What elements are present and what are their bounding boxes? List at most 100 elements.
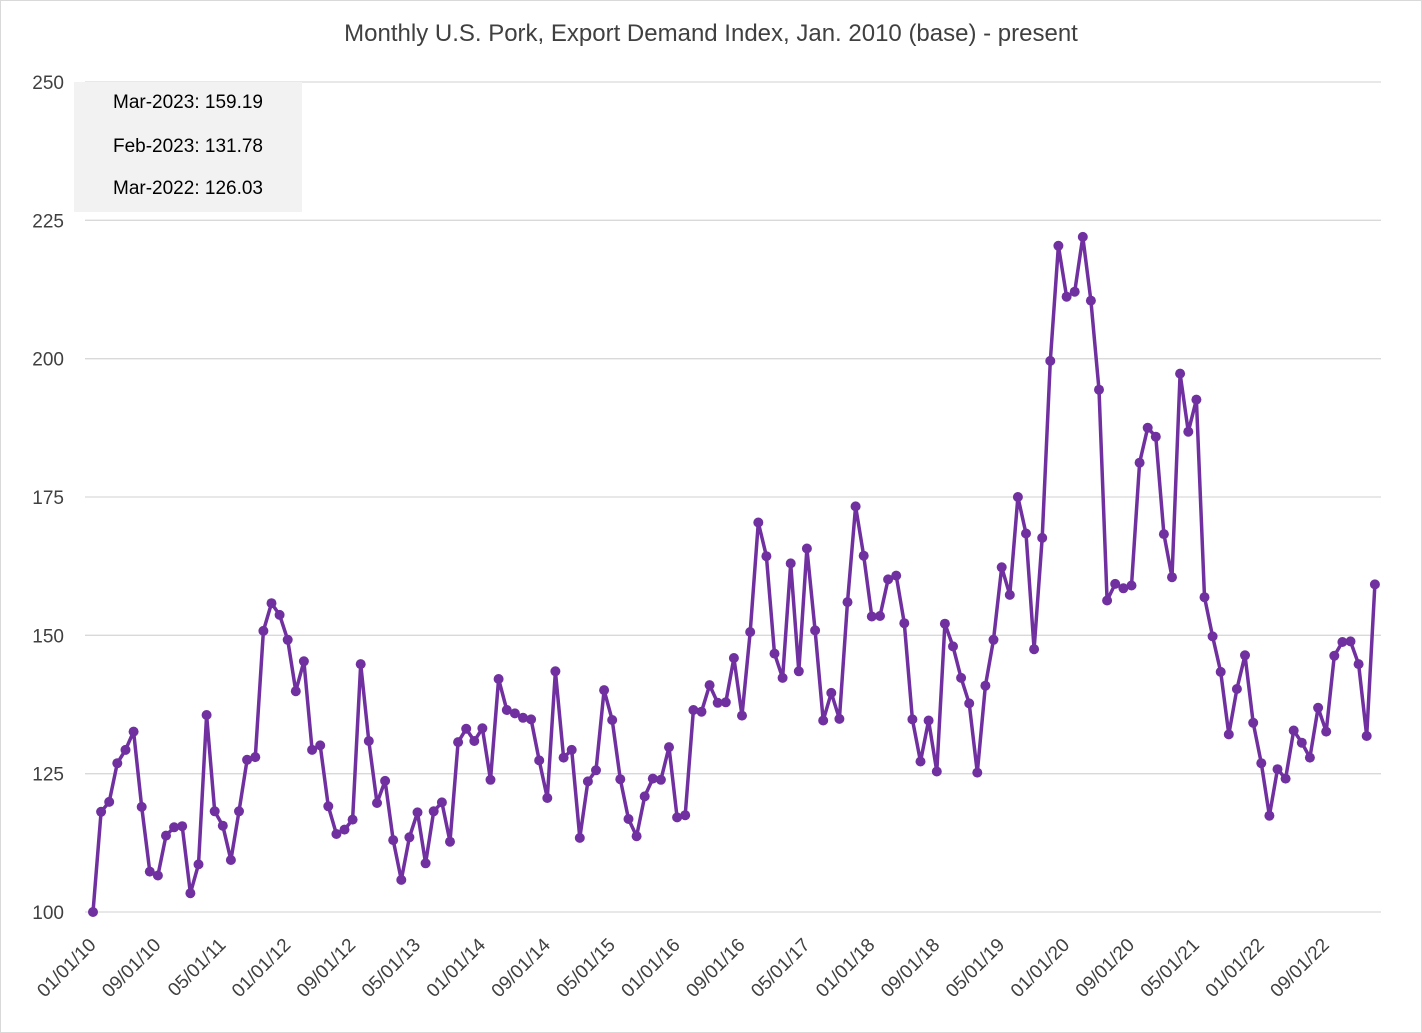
data-point-34 [363,736,374,746]
data-point-25 [290,686,301,697]
data-point-3 [112,758,123,769]
data-point-127 [1118,583,1129,594]
data-point-58 [558,752,569,763]
data-point-154 [1337,637,1348,647]
data-point-61 [582,776,593,787]
data-point-0 [88,907,98,917]
data-point-155 [1345,636,1356,647]
x-tick-label-05-01-19: 05/01/19 [942,935,1009,1002]
data-point-36 [380,775,391,786]
data-point-81 [745,627,756,637]
data-point-11 [177,821,188,832]
data-point-131 [1150,431,1161,442]
data-point-147 [1280,773,1291,784]
data-point-19 [242,754,253,765]
x-tick-label-01-01-20: 01/01/20 [1007,935,1074,1002]
data-point-35 [372,798,382,808]
data-point-145 [1264,810,1275,821]
data-point-14 [201,710,212,720]
data-point-9 [161,830,171,841]
data-point-142 [1240,650,1250,661]
data-point-123 [1085,295,1096,306]
data-point-70 [655,774,666,785]
data-point-26 [298,656,309,667]
data-point-69 [647,773,658,784]
x-tick-label-01-01-18: 01/01/18 [812,935,879,1002]
data-point-98 [883,574,894,585]
data-point-89 [810,625,821,636]
data-point-94 [850,501,861,512]
data-point-141 [1231,684,1242,694]
data-point-38 [396,874,407,885]
x-tick-label-09-01-16: 09/01/16 [682,935,749,1002]
data-point-114 [1012,492,1023,502]
data-point-126 [1110,578,1121,589]
data-point-18 [234,806,244,817]
data-point-121 [1069,286,1080,297]
data-point-24 [282,634,293,645]
data-point-110 [980,680,991,691]
data-point-112 [996,562,1007,573]
data-point-48 [477,723,488,734]
data-point-102 [915,756,926,767]
data-point-54 [526,714,537,725]
data-point-45 [453,737,464,748]
data-point-32 [347,814,358,825]
data-point-42 [428,806,439,817]
data-point-117 [1037,532,1048,543]
data-point-62 [591,765,601,776]
data-point-86 [785,558,796,569]
data-point-59 [566,744,577,755]
data-point-80 [737,710,747,721]
x-tick-label-09-01-12: 09/01/12 [293,935,360,1002]
data-point-44 [445,836,455,847]
data-point-134 [1175,368,1186,379]
data-point-1 [96,806,107,817]
data-point-43 [436,797,447,808]
data-point-136 [1191,394,1202,405]
y-tick-label-150: 150 [32,626,64,647]
data-point-41 [420,858,431,869]
x-tick-label-01-01-12: 01/01/12 [228,935,295,1002]
data-point-138 [1207,631,1218,642]
data-point-75 [696,706,707,717]
data-point-8 [152,870,163,881]
y-axis-tick-labels: 100 125 150 175 200 225 250 [32,73,64,924]
data-point-7 [144,866,155,877]
data-point-90 [818,715,829,726]
data-point-153 [1329,650,1340,661]
data-point-72 [672,812,683,823]
data-point-50 [493,674,504,684]
data-point-140 [1223,729,1234,740]
x-axis-tick-labels: 01/01/1009/01/1005/01/1101/01/1209/01/12… [33,934,1333,1001]
data-point-31 [339,824,350,835]
x-tick-label-09-01-18: 09/01/18 [877,935,944,1002]
data-point-52 [509,708,520,719]
y-tick-label-100: 100 [32,903,64,924]
data-point-122 [1077,231,1088,242]
data-point-156 [1353,659,1364,670]
data-point-115 [1021,528,1031,539]
data-point-104 [931,766,942,777]
data-point-139 [1215,666,1226,677]
x-tick-label-09-01-14: 09/01/14 [488,934,555,1001]
data-point-120 [1061,291,1072,302]
x-tick-label-05-01-13: 05/01/13 [358,935,425,1002]
y-tick-label-125: 125 [32,765,64,786]
annotation-mar-2022: Mar-2022: 126.03 [113,178,263,199]
data-point-2 [104,796,115,807]
data-point-107 [956,672,967,683]
data-point-74 [688,705,699,715]
data-point-85 [777,672,788,683]
x-tick-label-09-01-22: 09/01/22 [1267,935,1334,1002]
data-point-118 [1045,355,1056,366]
series-group [88,231,1380,917]
data-point-96 [866,611,877,622]
data-point-57 [550,666,561,677]
data-point-106 [948,641,958,652]
data-point-103 [923,715,934,726]
data-point-150 [1304,752,1315,763]
series-line-export-demand-index [91,235,1377,913]
annotation-mar-2023: Mar-2023: 159.19 [113,92,263,113]
